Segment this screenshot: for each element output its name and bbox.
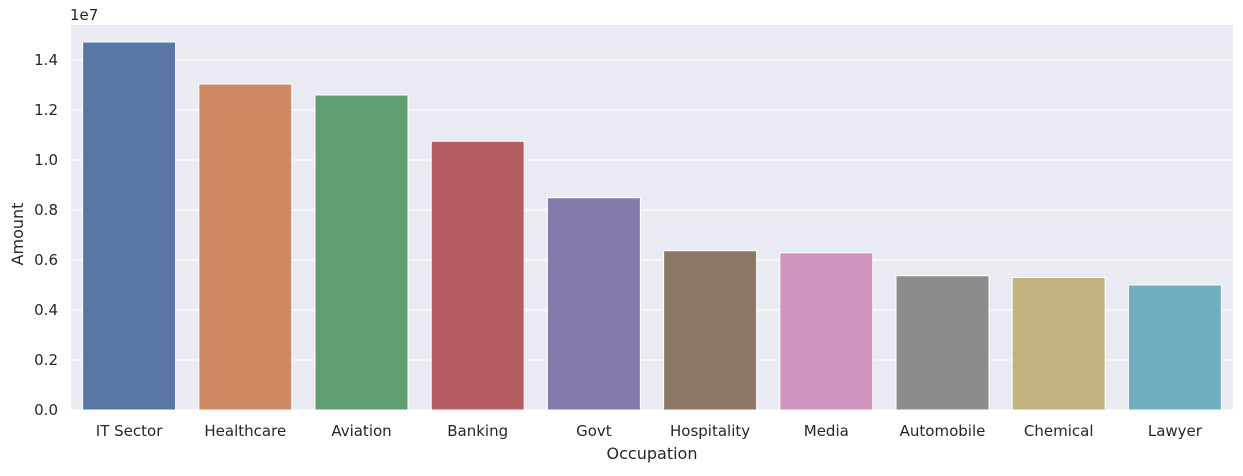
x-tick-label: Automobile	[900, 422, 986, 440]
bar-it-sector	[82, 41, 177, 411]
x-tick-label: Chemical	[1024, 422, 1094, 440]
bar-banking	[430, 140, 525, 411]
x-axis-label: Occupation	[607, 444, 698, 463]
y-tick-labels: 0.0 0.2 0.4 0.6 0.8 1.0 1.2 1.4	[34, 51, 58, 419]
y-tick-label: 0.8	[34, 201, 58, 219]
y-tick-label: 1.2	[34, 101, 58, 119]
x-tick-label: IT Sector	[96, 422, 163, 440]
bar-automobile	[895, 275, 990, 411]
y-tick-label: 1.0	[34, 151, 58, 169]
bar-aviation	[314, 94, 409, 411]
y-scale-label: 1e7	[70, 6, 98, 24]
x-tick-labels: IT Sector Healthcare Aviation Banking Govt Ho…	[96, 422, 1203, 440]
y-tick-label: 0.4	[34, 301, 58, 319]
x-tick-label: Hospitality	[670, 422, 750, 440]
y-tick-label: 0.0	[34, 401, 58, 419]
bar-govt	[546, 197, 641, 411]
x-tick-label: Media	[804, 422, 849, 440]
x-tick-label: Healthcare	[204, 422, 286, 440]
bar-healthcare	[198, 83, 293, 411]
y-tick-label: 0.2	[34, 351, 58, 369]
bar-media	[779, 252, 874, 411]
x-tick-label: Lawyer	[1148, 422, 1203, 440]
y-tick-label: 1.4	[34, 51, 58, 69]
x-tick-label: Govt	[576, 422, 612, 440]
y-axis-label: Amount	[8, 203, 27, 266]
bar-hospitality	[663, 250, 758, 411]
bars	[82, 41, 1222, 411]
x-tick-label: Aviation	[331, 422, 391, 440]
bar-chemical	[1011, 277, 1106, 411]
y-tick-label: 0.6	[34, 251, 58, 269]
bar-lawyer	[1127, 284, 1222, 411]
x-tick-label: Banking	[447, 422, 508, 440]
